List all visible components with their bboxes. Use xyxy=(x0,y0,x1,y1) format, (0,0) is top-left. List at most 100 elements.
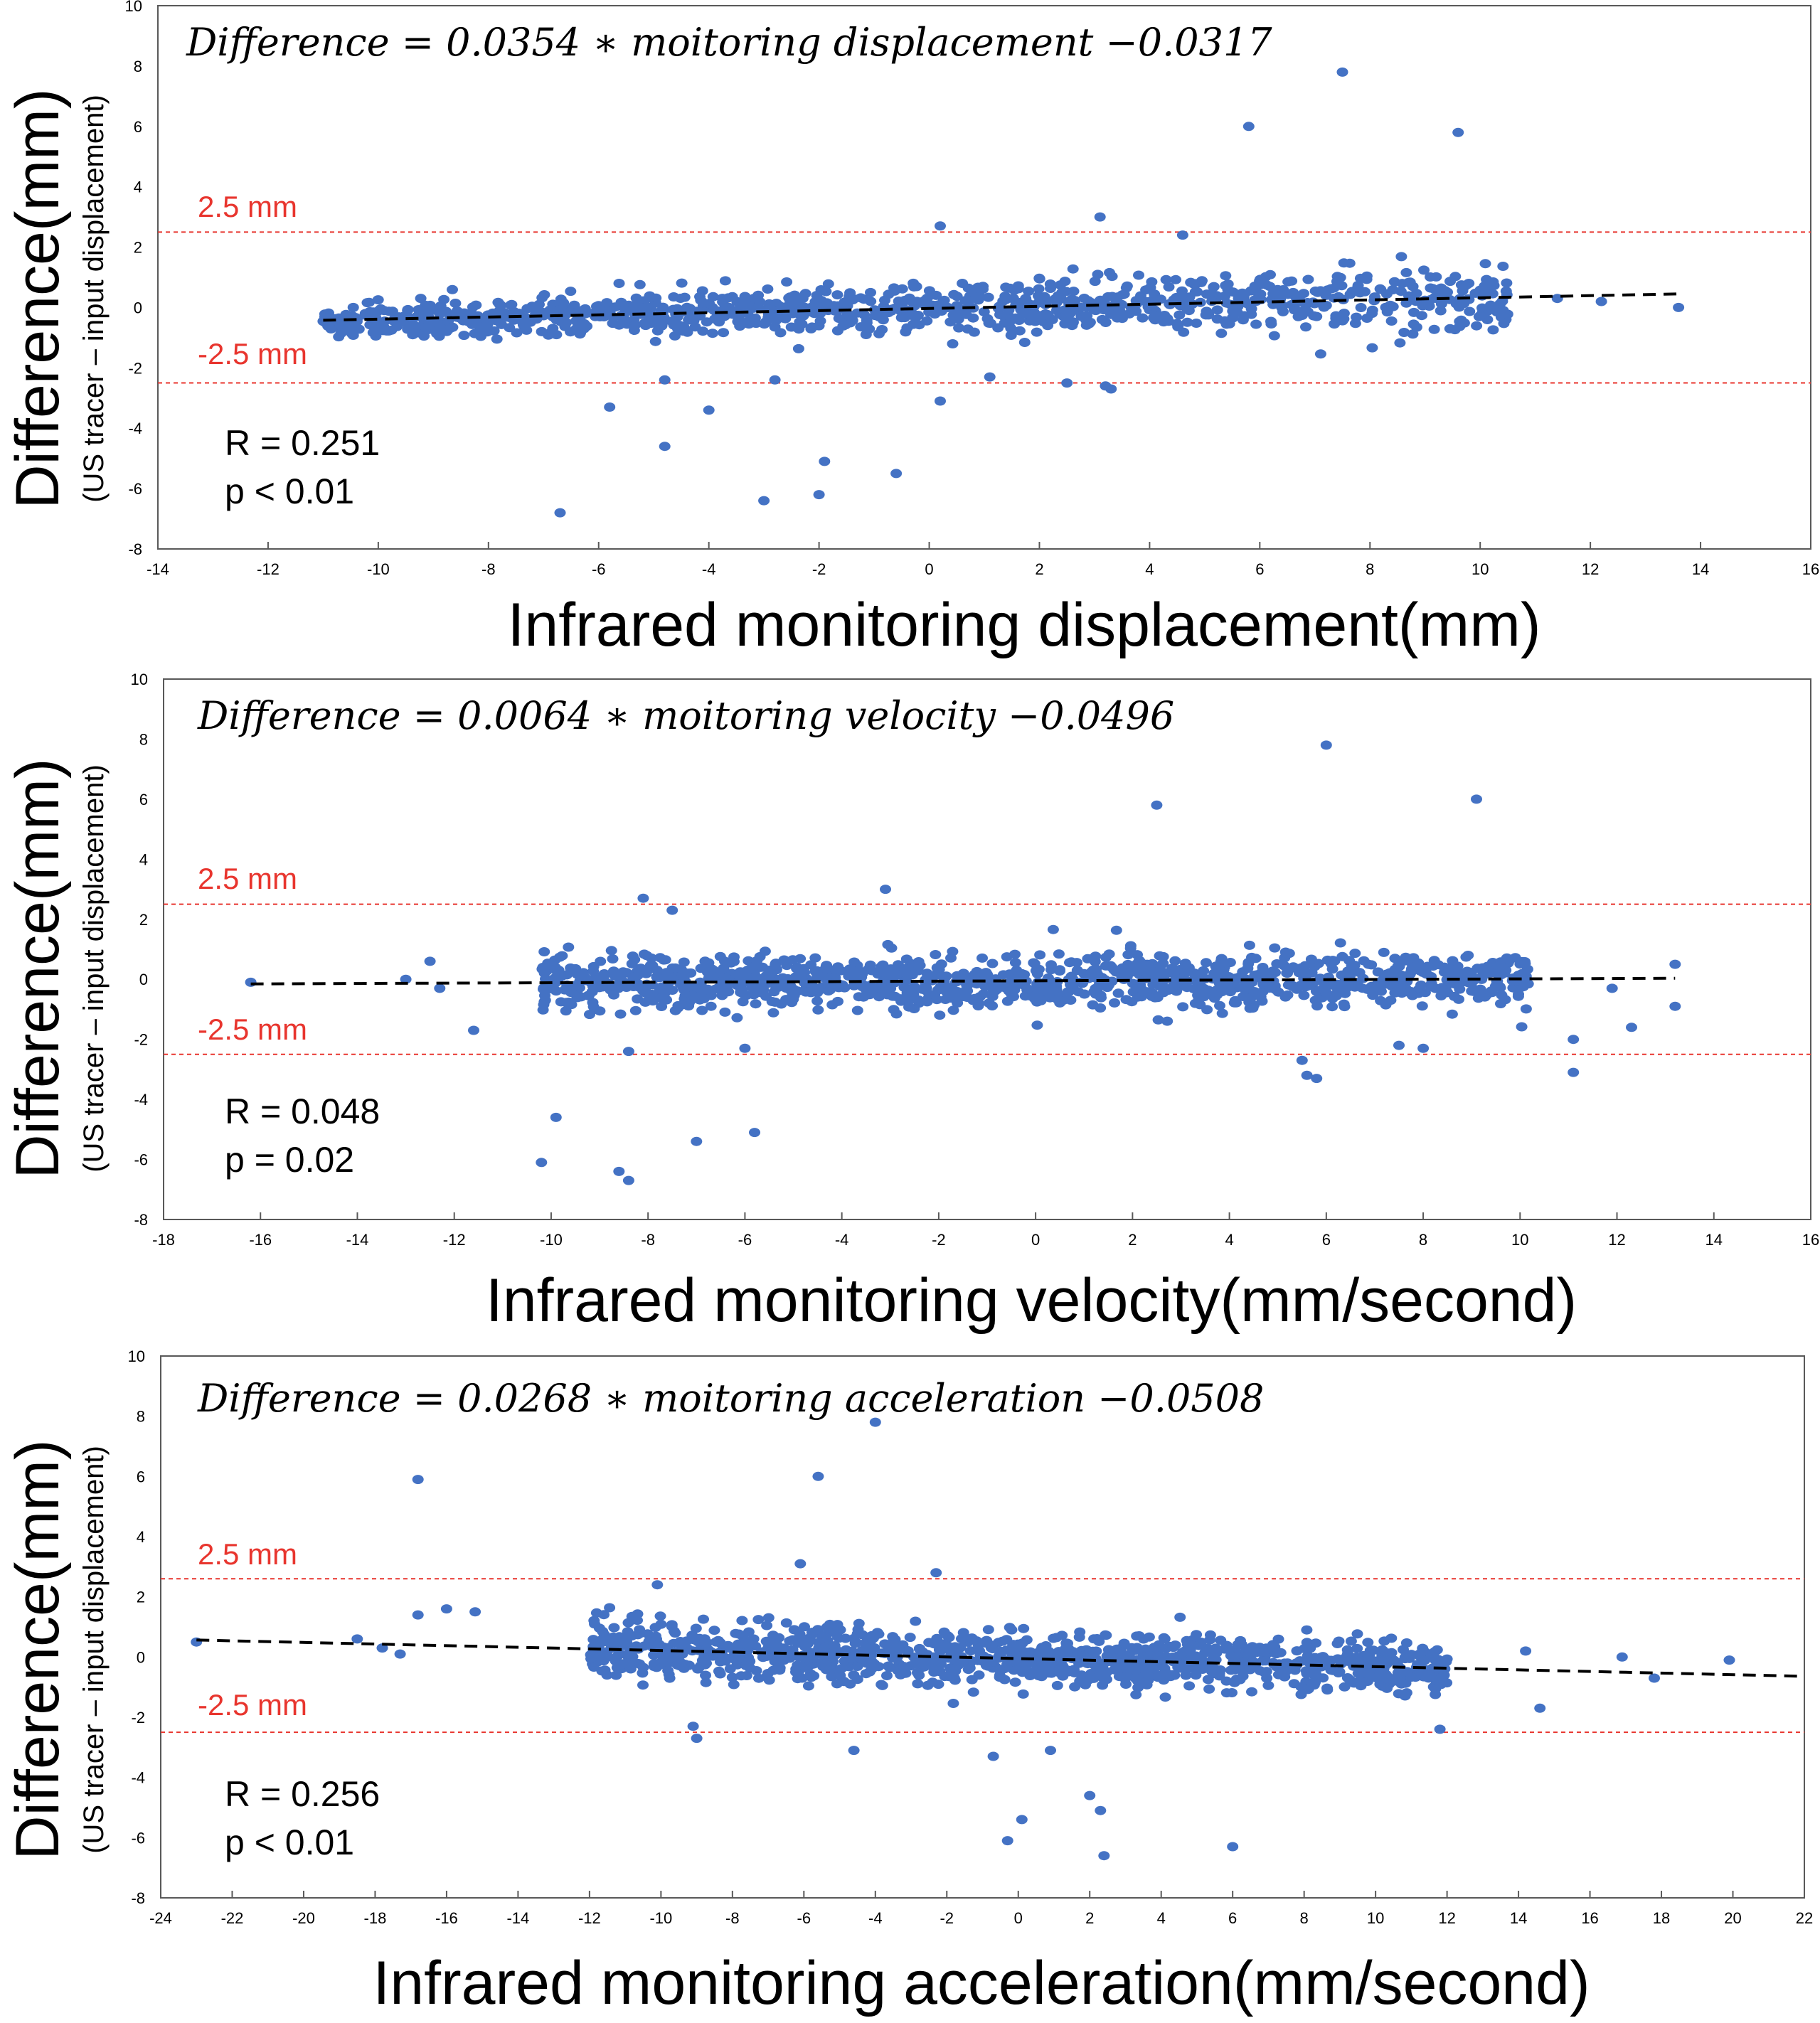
data-point xyxy=(1389,954,1401,964)
data-point xyxy=(496,319,507,329)
data-point xyxy=(934,1010,946,1020)
panel-displacement: -8 -6 -4 -2 0 2 4 6 8 10 -14 -12 -10 -8 -6 -4 -2 0 2 4 6 8 10… xyxy=(4,0,1819,659)
data-point xyxy=(646,990,659,999)
data-point xyxy=(1336,67,1348,77)
data-point xyxy=(589,1619,600,1629)
data-point xyxy=(923,286,935,296)
data-point xyxy=(1419,988,1431,998)
data-point xyxy=(537,1005,549,1015)
data-point xyxy=(634,1625,646,1635)
data-point xyxy=(1055,1655,1068,1665)
data-point xyxy=(1626,1023,1637,1032)
data-point xyxy=(687,1722,699,1731)
data-point xyxy=(663,1670,675,1680)
data-point xyxy=(1261,1673,1273,1683)
data-point xyxy=(932,985,944,995)
data-point xyxy=(1366,305,1378,315)
data-point xyxy=(520,313,531,322)
data-point xyxy=(931,970,943,980)
x-tick-label: 20 xyxy=(1724,1909,1741,1927)
data-point xyxy=(458,331,470,341)
data-point xyxy=(654,1611,666,1621)
data-point xyxy=(1331,979,1343,989)
data-point xyxy=(682,968,694,978)
data-point xyxy=(1179,1646,1191,1655)
data-point xyxy=(1211,305,1223,315)
data-point xyxy=(335,329,347,338)
data-point xyxy=(1395,287,1407,297)
data-point xyxy=(1159,1667,1171,1677)
data-point xyxy=(1245,304,1257,314)
data-point xyxy=(1080,320,1092,330)
data-point xyxy=(1342,1649,1353,1658)
data-point xyxy=(538,966,550,976)
data-point xyxy=(622,1618,634,1628)
data-point xyxy=(400,974,412,984)
data-point xyxy=(1045,1746,1056,1756)
data-point xyxy=(1059,319,1071,329)
data-point xyxy=(964,1646,976,1656)
data-point xyxy=(1065,996,1077,1005)
data-point xyxy=(1143,1632,1155,1642)
data-point xyxy=(1302,1643,1314,1653)
y-tick-label: -6 xyxy=(128,480,142,498)
data-point xyxy=(1124,941,1137,951)
data-point xyxy=(700,1670,711,1680)
data-point xyxy=(1073,1632,1085,1642)
data-point xyxy=(538,290,550,299)
data-point xyxy=(910,1616,922,1626)
data-point xyxy=(1351,1629,1363,1639)
data-point xyxy=(1444,324,1456,333)
data-point xyxy=(880,885,891,895)
data-point xyxy=(582,991,594,1000)
data-point xyxy=(912,1679,924,1689)
data-point xyxy=(1071,966,1083,976)
data-point xyxy=(1516,1022,1528,1032)
data-point xyxy=(698,299,711,309)
data-point xyxy=(1407,329,1419,339)
data-point xyxy=(1521,964,1533,974)
data-point xyxy=(1366,343,1378,353)
data-point xyxy=(691,1734,703,1744)
data-point xyxy=(1479,259,1491,269)
data-point xyxy=(1033,284,1045,294)
data-point xyxy=(728,952,740,962)
data-point xyxy=(922,1680,934,1690)
data-point xyxy=(351,1634,363,1644)
y-tick-label: -2 xyxy=(128,359,142,377)
data-point xyxy=(706,964,718,974)
data-point xyxy=(840,1661,852,1671)
y-tick-label: 2 xyxy=(139,911,148,929)
data-point xyxy=(971,966,983,976)
data-point xyxy=(644,293,656,303)
data-point xyxy=(1045,284,1056,293)
data-point xyxy=(1201,1005,1213,1015)
data-point xyxy=(1265,269,1276,279)
data-point xyxy=(1320,740,1332,750)
data-point xyxy=(1048,1661,1060,1671)
data-point xyxy=(806,1628,818,1638)
y-tick-label: 8 xyxy=(139,730,148,748)
data-point xyxy=(760,317,772,326)
data-point xyxy=(737,997,749,1007)
data-point xyxy=(698,1634,711,1644)
data-point xyxy=(784,292,796,302)
data-point xyxy=(1385,996,1397,1005)
data-point xyxy=(608,1623,620,1633)
data-point xyxy=(675,1638,687,1648)
data-point xyxy=(1123,309,1135,319)
x-tick-label: -18 xyxy=(364,1909,387,1927)
y-tick-label: -6 xyxy=(131,1829,145,1847)
y-tick-label: 6 xyxy=(139,791,148,808)
x-ticks: -14 -12 -10 -8 -6 -4 -2 0 2 4 6 8 10 12 14 16 xyxy=(147,542,1819,578)
data-point xyxy=(1130,296,1142,306)
data-point xyxy=(1301,1625,1313,1635)
data-point xyxy=(898,1662,910,1672)
data-point xyxy=(904,1633,916,1643)
data-point xyxy=(1348,1678,1360,1688)
data-point xyxy=(1091,969,1103,979)
data-point xyxy=(844,288,856,298)
data-point xyxy=(1300,322,1311,332)
y-tick-label: 2 xyxy=(137,1589,145,1606)
